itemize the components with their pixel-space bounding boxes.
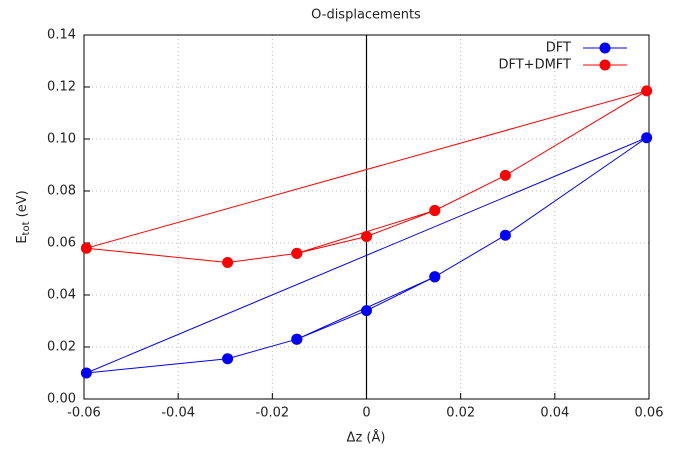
y-tick-label: 0.14	[47, 28, 76, 43]
data-point	[222, 353, 234, 365]
data-point	[429, 271, 441, 283]
legend-label: DFT	[546, 41, 571, 56]
data-point	[499, 169, 511, 181]
x-tick-label: -0.04	[161, 406, 195, 421]
y-label-main: E	[15, 235, 30, 243]
data-point	[80, 367, 92, 379]
legend-label: DFT+DMFT	[498, 58, 571, 73]
x-tick-label: -0.02	[256, 406, 290, 421]
y-tick-label: 0.04	[47, 288, 76, 303]
x-axis-label: Δz (Å)	[347, 430, 386, 446]
y-label-unit: (eV)	[15, 190, 30, 221]
data-point	[429, 205, 441, 216]
data-point	[291, 247, 303, 259]
y-tick-label: 0.08	[47, 184, 76, 199]
data-point	[80, 242, 92, 254]
y-tick-label: 0.12	[47, 80, 76, 95]
legend-marker	[599, 59, 611, 71]
data-point	[361, 305, 372, 317]
plot-frame	[83, 34, 650, 400]
data-point	[641, 85, 653, 97]
x-tick-label: -0.06	[67, 406, 101, 421]
chart-title: O-displacements	[311, 8, 421, 23]
y-axis-label: Etot (eV)	[15, 190, 33, 243]
x-tick-label: 0.02	[446, 406, 475, 421]
data-point	[361, 231, 372, 242]
legend-marker	[599, 42, 611, 54]
data-point	[499, 229, 511, 241]
x-tick-label: 0.06	[635, 406, 664, 421]
x-tick-label: 0.04	[540, 406, 569, 421]
y-tick-label: 0.10	[47, 132, 76, 147]
y-tick-label: 0.00	[47, 392, 76, 407]
data-point	[291, 333, 303, 345]
data-point	[641, 132, 653, 144]
y-tick-label: 0.06	[47, 236, 76, 251]
x-tick-label: 0	[362, 406, 370, 421]
data-point	[222, 257, 234, 268]
y-tick-label: 0.02	[47, 340, 76, 355]
y-label-sub: tot	[21, 221, 32, 235]
